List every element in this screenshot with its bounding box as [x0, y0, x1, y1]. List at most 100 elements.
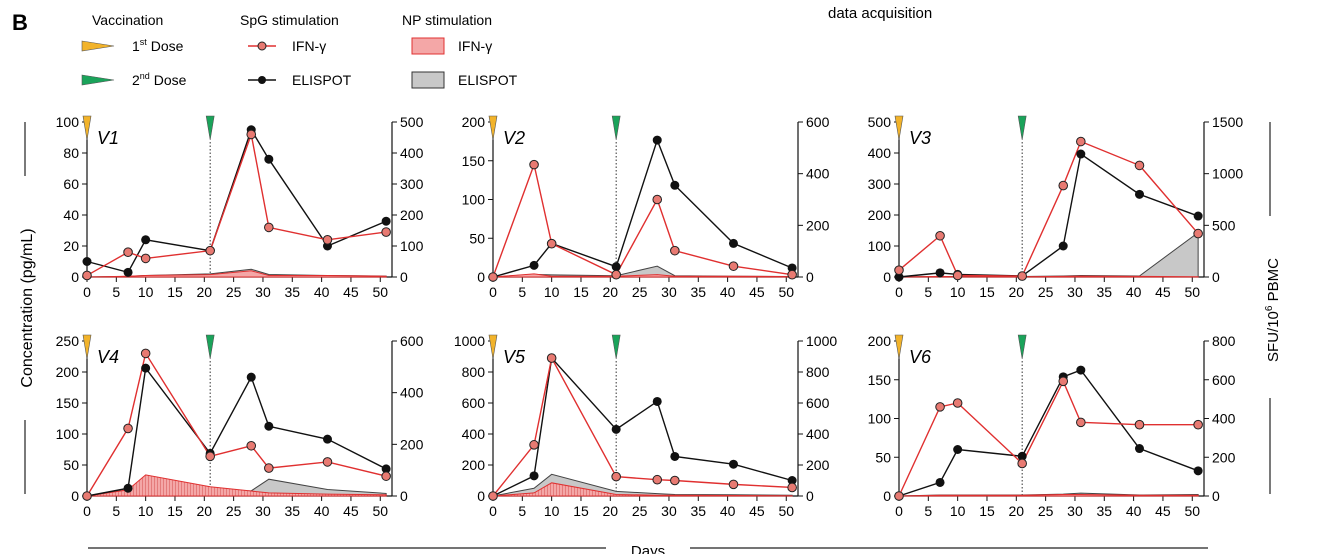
legend-np-elispot-label: ELISPOT	[458, 72, 518, 88]
spg-ifn-point	[381, 227, 391, 237]
legend-np-title: NP stimulation	[402, 12, 492, 28]
x-tick-label: 20	[1009, 503, 1025, 519]
x-tick-label: 25	[632, 503, 648, 519]
legend-vaccination-title: Vaccination	[92, 12, 163, 28]
spg-ifn-point	[1058, 180, 1069, 191]
legend-np: NP stimulation IFN-γ ELISPOT	[402, 12, 518, 89]
spg-ifn-point	[1134, 419, 1145, 430]
x-tick-label: 35	[284, 284, 300, 300]
left-tick-label: 1000	[454, 333, 485, 349]
spg-ifn-point	[322, 457, 333, 467]
spg-ifn-point	[1017, 271, 1027, 281]
right-tick-label: 100	[400, 238, 424, 254]
spg-ifn-point	[670, 245, 680, 256]
x-tick-label: 20	[603, 503, 619, 519]
x-tick-label: 10	[138, 503, 154, 519]
spg-elispot-point	[611, 262, 621, 272]
x-tick-label: 15	[979, 284, 995, 300]
right-tick-label: 200	[806, 457, 830, 473]
spg-elispot-point	[728, 459, 738, 469]
spg-elispot-point	[264, 421, 274, 431]
spg-ifn-point	[140, 348, 151, 359]
panel-v4: 0 50 100 150 200 250 0 200 400 600 0 5 10 15 20 25 30 35 4…	[56, 333, 424, 519]
spg-elispot-point	[728, 238, 738, 248]
x-tick-label: 0	[895, 284, 903, 300]
left-tick-label: 50	[469, 230, 485, 246]
np-ifn-area	[86, 474, 387, 497]
spg-elispot-point	[1193, 466, 1203, 476]
spg-ifn-point	[140, 253, 151, 264]
spg-ifn-point	[529, 440, 539, 450]
spg-ifn-point	[1076, 136, 1086, 147]
x-tick-label: 35	[284, 503, 300, 519]
spg-ifn-point	[1017, 458, 1027, 469]
right-tick-label: 200	[1212, 449, 1236, 465]
spg-elispot-point	[529, 260, 539, 270]
spg-ifn-point	[787, 269, 797, 280]
spg-ifn-line	[898, 140, 1199, 277]
x-tick-label: 45	[749, 503, 765, 519]
left-axis-label: Concentration (pg/mL)	[19, 228, 36, 387]
dose2-marker-icon	[205, 334, 215, 360]
left-tick-label: 100	[868, 238, 892, 254]
right-tick-label: 800	[806, 364, 830, 380]
spg-ifn-point	[205, 245, 215, 256]
x-tick-label: 45	[343, 503, 359, 519]
left-tick-label: 800	[462, 364, 486, 380]
spg-elispot-point	[787, 263, 797, 273]
spg-ifn-point	[1193, 228, 1203, 239]
panel-title: V5	[503, 347, 526, 367]
panel-title: V2	[503, 128, 525, 148]
left-tick-label: 150	[56, 395, 80, 411]
x-tick-label: 15	[573, 503, 589, 519]
dose2-legend-icon	[81, 74, 115, 86]
dose2-marker-icon	[1017, 115, 1027, 141]
left-tick-label: 0	[71, 269, 79, 285]
right-tick-label: 500	[400, 114, 424, 130]
x-tick-label: 15	[573, 284, 589, 300]
spg-ifn-point	[546, 238, 557, 249]
x-tick-label: 5	[112, 284, 120, 300]
x-tick-label: 40	[1126, 503, 1142, 519]
legend-spg-elispot-label: ELISPOT	[292, 72, 352, 88]
left-tick-label: 50	[63, 457, 79, 473]
right-tick-label: 200	[806, 217, 830, 233]
panel-title: V1	[97, 128, 119, 148]
spg-ifn-point	[728, 479, 739, 490]
right-tick-label: 200	[400, 436, 424, 452]
legend-np-ifn-label: IFN-γ	[458, 38, 492, 54]
legend-spg-ifn-label: IFN-γ	[292, 38, 326, 54]
spg-ifn-line	[86, 351, 387, 497]
x-tick-label: 10	[138, 284, 154, 300]
left-tick-label: 0	[71, 488, 79, 504]
left-tick-label: 0	[477, 269, 485, 285]
x-tick-label: 35	[690, 284, 706, 300]
x-tick-label: 5	[924, 503, 932, 519]
spg-ifn-point	[488, 272, 498, 282]
panel-title: V6	[909, 347, 932, 367]
right-tick-label: 600	[806, 114, 830, 130]
right-tick-label: 300	[400, 176, 424, 192]
spg-ifn-point	[935, 230, 945, 241]
left-tick-label: 200	[56, 364, 80, 380]
spg-ifn-point	[82, 270, 92, 281]
x-tick-label: 20	[1009, 284, 1025, 300]
spg-elispot-point	[1134, 189, 1144, 199]
dose1-marker-icon	[894, 115, 904, 141]
x-tick-label: 30	[661, 284, 677, 300]
panel-v6: 0 50 100 150 200 0 200 400 600 800 0 5 10 15 20 25 30 35 4…	[868, 333, 1236, 519]
spg-ifn-point	[546, 353, 557, 363]
spg-ifn-point	[381, 471, 391, 481]
x-tick-label: 30	[1067, 503, 1083, 519]
right-tick-label: 0	[1212, 488, 1220, 504]
spg-ifn-point	[894, 265, 904, 275]
right-tick-label: 400	[806, 426, 830, 442]
panel-v2: 0 50 100 150 200 0 200 400 600 0 5 10 15 20 25 30 35 40 45…	[462, 114, 830, 300]
x-tick-label: 10	[950, 503, 966, 519]
spg-elispot-point	[141, 363, 151, 373]
spg-ifn-point	[82, 491, 92, 501]
spg-elispot-point	[1193, 211, 1203, 221]
right-tick-label: 200	[400, 207, 424, 223]
spg-elispot-point	[1017, 451, 1027, 461]
panel-title: V4	[97, 347, 119, 367]
